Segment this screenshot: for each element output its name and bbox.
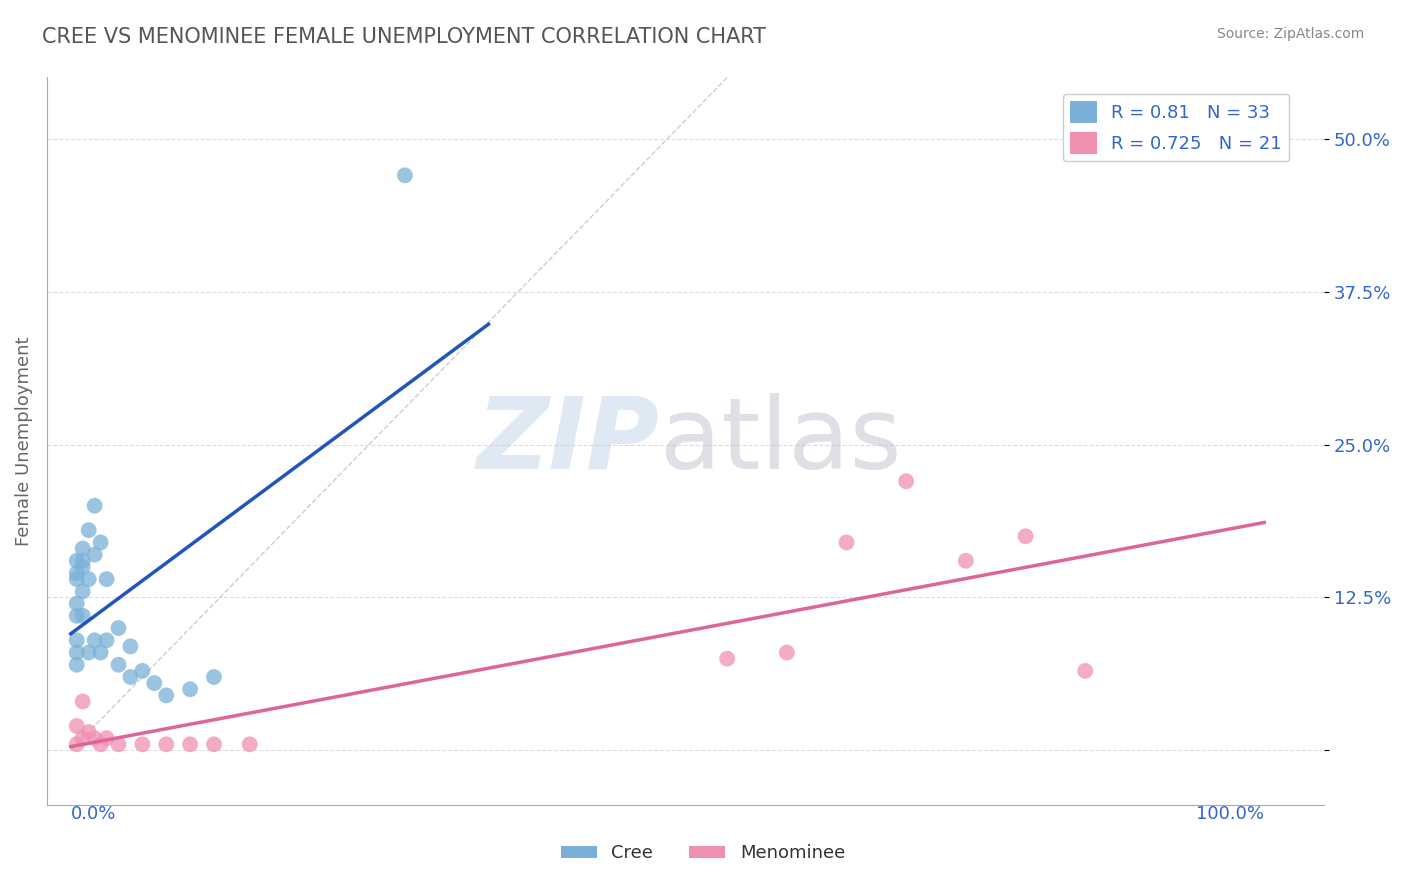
Point bbox=[179, 737, 201, 751]
Point bbox=[72, 731, 94, 746]
Legend: Cree, Menominee: Cree, Menominee bbox=[554, 838, 852, 870]
Point bbox=[107, 657, 129, 672]
Point bbox=[107, 737, 129, 751]
Point bbox=[66, 572, 89, 586]
Point bbox=[1074, 664, 1097, 678]
Point bbox=[77, 572, 100, 586]
Point bbox=[66, 608, 89, 623]
Y-axis label: Female Unemployment: Female Unemployment bbox=[15, 336, 32, 546]
Point bbox=[66, 646, 89, 660]
Point bbox=[90, 535, 112, 549]
Point bbox=[131, 737, 153, 751]
Point bbox=[202, 737, 225, 751]
Point bbox=[77, 646, 100, 660]
Point bbox=[179, 682, 201, 697]
Point bbox=[72, 584, 94, 599]
Point bbox=[239, 737, 262, 751]
Point bbox=[66, 566, 89, 580]
Point bbox=[83, 731, 105, 746]
Point bbox=[202, 670, 225, 684]
Point bbox=[90, 737, 112, 751]
Point bbox=[120, 640, 142, 654]
Point bbox=[155, 737, 177, 751]
Point bbox=[1014, 529, 1036, 543]
Point bbox=[66, 633, 89, 648]
Point bbox=[83, 548, 105, 562]
Point bbox=[107, 621, 129, 635]
Point bbox=[72, 541, 94, 556]
Point bbox=[955, 554, 977, 568]
Point bbox=[896, 474, 918, 488]
Point bbox=[83, 633, 105, 648]
Point bbox=[155, 689, 177, 703]
Point bbox=[66, 657, 89, 672]
Point bbox=[72, 554, 94, 568]
Point bbox=[66, 554, 89, 568]
Point bbox=[776, 646, 799, 660]
Point bbox=[72, 694, 94, 708]
Point bbox=[77, 725, 100, 739]
Point bbox=[120, 670, 142, 684]
Point bbox=[131, 664, 153, 678]
Legend: R = 0.81   N = 33, R = 0.725   N = 21: R = 0.81 N = 33, R = 0.725 N = 21 bbox=[1063, 94, 1289, 161]
Point bbox=[72, 560, 94, 574]
Point bbox=[66, 719, 89, 733]
Text: CREE VS MENOMINEE FEMALE UNEMPLOYMENT CORRELATION CHART: CREE VS MENOMINEE FEMALE UNEMPLOYMENT CO… bbox=[42, 27, 766, 46]
Point bbox=[835, 535, 858, 549]
Point bbox=[83, 499, 105, 513]
Point bbox=[96, 572, 118, 586]
Text: ZIP: ZIP bbox=[477, 393, 659, 490]
Point bbox=[96, 731, 118, 746]
Text: atlas: atlas bbox=[659, 393, 901, 490]
Point bbox=[716, 651, 738, 665]
Text: 100.0%: 100.0% bbox=[1197, 805, 1264, 823]
Point bbox=[66, 737, 89, 751]
Point bbox=[77, 523, 100, 537]
Point bbox=[143, 676, 166, 690]
Point bbox=[90, 646, 112, 660]
Point bbox=[96, 633, 118, 648]
Point bbox=[394, 169, 416, 183]
Text: Source: ZipAtlas.com: Source: ZipAtlas.com bbox=[1216, 27, 1364, 41]
Point bbox=[66, 597, 89, 611]
Text: 0.0%: 0.0% bbox=[70, 805, 117, 823]
Point bbox=[72, 608, 94, 623]
